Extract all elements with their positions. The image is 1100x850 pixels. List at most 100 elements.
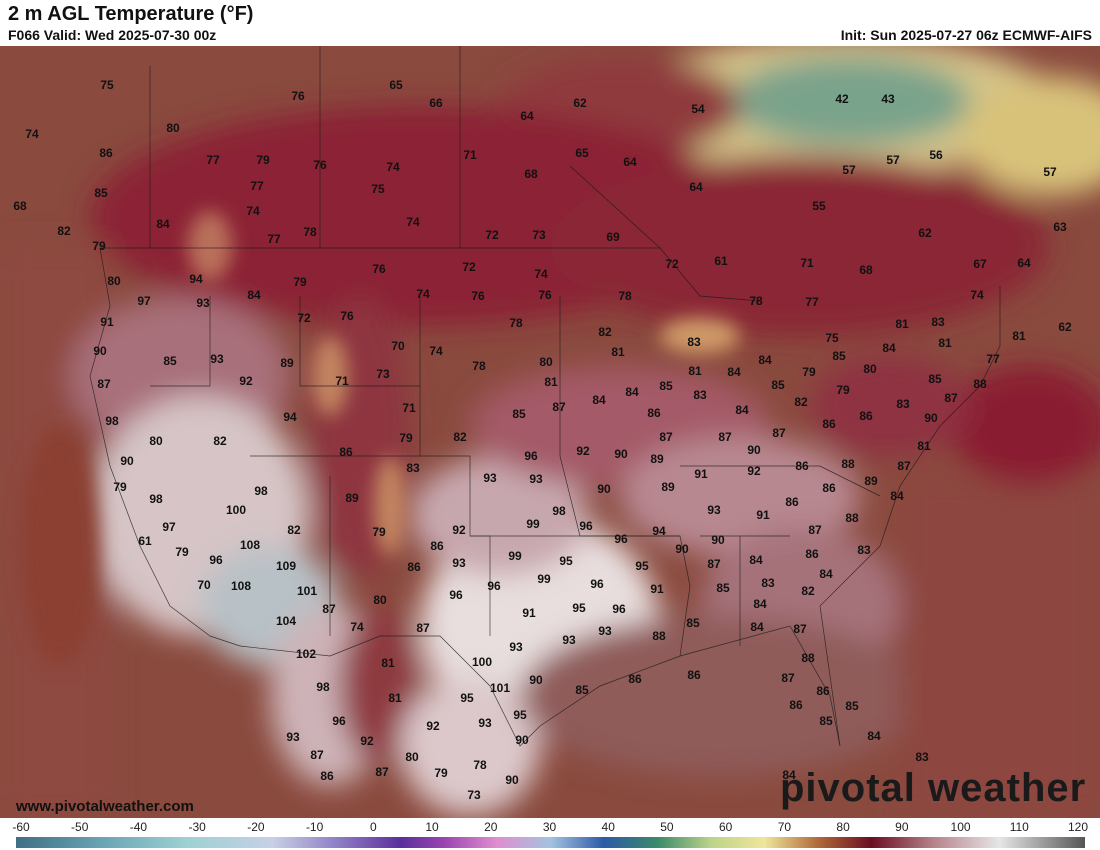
temperature-label: 96 xyxy=(487,579,501,593)
colorbar-tick-label: 90 xyxy=(895,820,909,834)
temperature-label: 90 xyxy=(529,673,543,687)
temperature-label: 89 xyxy=(864,474,878,488)
temperature-label: 87 xyxy=(310,748,324,762)
temperature-label: 90 xyxy=(515,733,529,747)
temperature-label: 77 xyxy=(986,352,1000,366)
temperature-label: 86 xyxy=(816,684,830,698)
temperature-label: 76 xyxy=(471,289,485,303)
brand-logo: pivotal weather xyxy=(780,766,1087,810)
temperature-label: 85 xyxy=(512,407,526,421)
temperature-label: 81 xyxy=(1012,329,1026,343)
temperature-label: 84 xyxy=(156,217,170,231)
temperature-label: 74 xyxy=(429,344,443,358)
colorbar-labels: -60 -50 -40 -30 -20 -10 0 10 20 30 40 50 60 70 80 90 100… xyxy=(0,818,1100,836)
temperature-label: 70 xyxy=(197,578,211,592)
temperature-label: 104 xyxy=(276,614,296,628)
temperature-label: 79 xyxy=(113,480,127,494)
temperature-label: 88 xyxy=(652,629,666,643)
colorbar-tick-label: 30 xyxy=(542,820,557,834)
map-canvas: 75 76 65 66 64 62 54 42 43 74 80 86 77 79 76 74 71 65 64 57… xyxy=(0,46,1100,818)
terrain-detail xyxy=(20,211,740,666)
temperature-label: 86 xyxy=(339,445,353,459)
temperature-label: 95 xyxy=(460,691,474,705)
temperature-label: 74 xyxy=(350,620,364,634)
temperature-label: 87 xyxy=(808,523,822,537)
temperature-label: 88 xyxy=(801,651,815,665)
temperature-label: 99 xyxy=(526,517,540,531)
temperature-label: 86 xyxy=(320,769,334,783)
temperature-label: 80 xyxy=(863,362,877,376)
temperature-label: 101 xyxy=(297,584,317,598)
temperature-label: 90 xyxy=(597,482,611,496)
temperature-label: 95 xyxy=(635,559,649,573)
temperature-label: 85 xyxy=(575,683,589,697)
temperature-label: 79 xyxy=(802,365,816,379)
temperature-label: 91 xyxy=(100,315,114,329)
temperature-map[interactable]: 75 76 65 66 64 62 54 42 43 74 80 86 77 79 76 74 71 65 64 57… xyxy=(0,46,1100,818)
temperature-label: 84 xyxy=(727,365,741,379)
temperature-label: 81 xyxy=(611,345,625,359)
temperature-label: 84 xyxy=(819,567,833,581)
temperature-label: 64 xyxy=(520,109,534,123)
temperature-label: 109 xyxy=(276,559,296,573)
temperature-label: 102 xyxy=(296,647,316,661)
temperature-label: 84 xyxy=(753,597,767,611)
temperature-label: 72 xyxy=(462,260,476,274)
temperature-label: 90 xyxy=(93,344,107,358)
temperature-label: 57 xyxy=(842,163,856,177)
temperature-label: 100 xyxy=(472,655,492,669)
temperature-label: 85 xyxy=(832,349,846,363)
temperature-label: 80 xyxy=(405,750,419,764)
temperature-label: 98 xyxy=(254,484,268,498)
temperature-label: 97 xyxy=(162,520,176,534)
temperature-label: 85 xyxy=(94,186,108,200)
colorbar-tick-label: 50 xyxy=(660,820,674,834)
colorbar-tick-label: -10 xyxy=(305,820,324,834)
temperature-label: 68 xyxy=(524,167,538,181)
temperature-label: 71 xyxy=(800,256,814,270)
colorbar: -60 -50 -40 -30 -20 -10 0 10 20 30 40 50 60 70 80 90 100… xyxy=(0,818,1100,850)
temperature-label: 81 xyxy=(938,336,952,350)
temperature-label: 86 xyxy=(795,459,809,473)
temperature-label: 61 xyxy=(714,254,728,268)
temperature-label: 100 xyxy=(226,503,246,517)
temperature-label: 86 xyxy=(789,698,803,712)
colorbar-tick-label: 20 xyxy=(484,820,498,834)
temperature-label: 62 xyxy=(1058,320,1072,334)
temperature-label: 77 xyxy=(206,153,220,167)
temperature-label: 81 xyxy=(388,691,402,705)
temperature-label: 66 xyxy=(429,96,443,110)
temperature-label: 87 xyxy=(793,622,807,636)
temperature-label: 86 xyxy=(687,668,701,682)
temperature-label: 83 xyxy=(761,576,775,590)
temperature-label: 84 xyxy=(890,489,904,503)
temperature-label: 85 xyxy=(771,378,785,392)
temperature-label: 94 xyxy=(189,272,203,286)
temperature-label: 43 xyxy=(881,92,895,106)
temperature-label: 85 xyxy=(659,379,673,393)
temperature-label: 68 xyxy=(13,199,27,213)
temperature-label: 79 xyxy=(256,153,270,167)
temperature-label: 76 xyxy=(340,309,354,323)
colorbar-gradient xyxy=(16,837,1085,848)
temperature-label: 77 xyxy=(250,179,264,193)
temperature-label: 79 xyxy=(372,525,386,539)
temperature-label: 95 xyxy=(572,601,586,615)
temperature-label: 87 xyxy=(718,430,732,444)
temperature-label: 88 xyxy=(841,457,855,471)
temperature-label: 87 xyxy=(375,765,389,779)
temperature-label: 96 xyxy=(579,519,593,533)
temperature-label: 84 xyxy=(882,341,896,355)
temperature-label: 87 xyxy=(897,459,911,473)
temperature-label: 84 xyxy=(750,620,764,634)
temperature-label: 73 xyxy=(467,788,481,802)
temperature-label: 82 xyxy=(213,434,227,448)
temperature-label: 97 xyxy=(137,294,151,308)
temperature-label: 86 xyxy=(647,406,661,420)
temperature-label: 68 xyxy=(859,263,873,277)
temperature-label: 74 xyxy=(246,204,260,218)
temperature-label: 87 xyxy=(416,621,430,635)
temperature-label: 87 xyxy=(707,557,721,571)
temperature-label: 95 xyxy=(559,554,573,568)
temperature-label: 75 xyxy=(825,331,839,345)
